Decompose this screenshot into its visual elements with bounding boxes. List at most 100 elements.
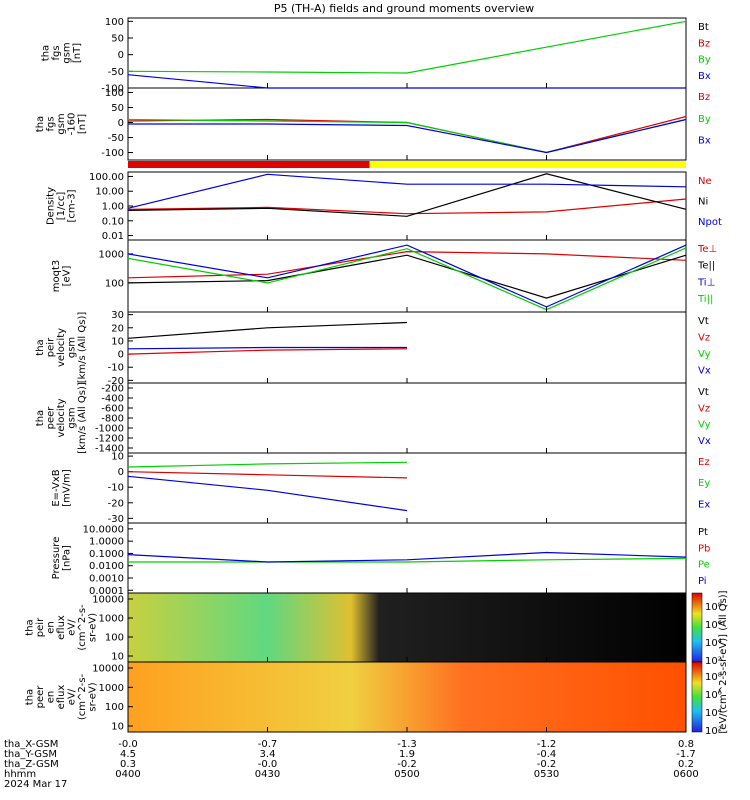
- x-axis-row-label: tha_Y-GSM: [4, 749, 57, 760]
- legend-entry: Ey: [698, 478, 710, 489]
- x-axis-value: -0.0: [118, 739, 138, 750]
- y-tick-label: -50: [108, 67, 124, 78]
- legend-entry: Ne: [698, 176, 712, 187]
- colorbar-strip: [691, 592, 703, 663]
- y-tick-label: 1000: [99, 683, 124, 694]
- y-tick-label: -50: [108, 133, 124, 144]
- panel-label: gsm: [67, 407, 78, 428]
- legend-entry: Vy: [698, 349, 711, 360]
- x-axis-row-label: tha_Z-GSM: [4, 759, 59, 770]
- panel-label: [mV/m]: [61, 469, 72, 507]
- legend-entry: Vy: [698, 420, 711, 431]
- legend-entry: Bx: [698, 136, 711, 147]
- x-axis-value: 1.9: [399, 749, 415, 760]
- y-tick-label: 10.00: [95, 187, 124, 198]
- series-pressure-Pe: [128, 557, 687, 563]
- panel-label: Pressure: [51, 537, 62, 580]
- panel-label: tha: [35, 116, 46, 132]
- legend-entry: Te⊥: [697, 244, 717, 255]
- panel-label: (cm^2-s-: [77, 673, 88, 720]
- legend-entry: Ni: [698, 197, 708, 208]
- x-axis-value: 0500: [394, 769, 419, 780]
- y-tick-label: 1000: [99, 614, 124, 625]
- series-density-Ni: [127, 173, 687, 217]
- x-axis-value: -0.4: [537, 749, 557, 760]
- y-tick-label: -400: [101, 394, 124, 405]
- x-axis-value: -1.7: [676, 749, 696, 760]
- panel-frame: [127, 452, 687, 524]
- legend-entry: Ti||: [697, 294, 713, 305]
- y-tick-label: 20: [111, 323, 124, 334]
- y-tick-label: -600: [101, 404, 124, 415]
- panel-label: moqt3: [51, 260, 62, 293]
- panel-label: [km/s (All Qs)]: [77, 312, 88, 384]
- y-tick-label: 10: [111, 722, 124, 733]
- series-efield-Ey: [127, 461, 408, 468]
- y-tick-label: 0.10: [102, 216, 124, 227]
- y-tick-label: 100: [105, 88, 124, 99]
- y-tick-label: 100.00: [89, 172, 124, 183]
- x-axis-value: 0600: [673, 769, 698, 780]
- y-tick-label: 10.0000: [83, 524, 124, 535]
- y-tick-label: -10: [108, 363, 124, 374]
- colorbar-tick: 10⁴: [705, 708, 722, 719]
- y-tick-label: 0: [118, 50, 124, 61]
- y-tick-label: -1200: [95, 434, 124, 445]
- panel-label: tha: [35, 410, 46, 426]
- colorbar: 10⁸ 10⁶ 10⁴ 10² 10⁸ 10⁶ 10⁴ 10²[eV/(cm^2-s-sr-e…: [691, 590, 729, 737]
- x-axis-date: 2024 Mar 17: [4, 779, 67, 790]
- x-axis-value: -0.2: [537, 759, 557, 770]
- legend-entry: Ez: [698, 457, 710, 468]
- panel-label: tha: [25, 689, 36, 705]
- panel-label: en: [46, 691, 57, 704]
- panel-label: tha: [25, 619, 36, 635]
- panel-label: E=-VxB: [51, 469, 62, 506]
- y-tick-label: 0: [118, 467, 124, 478]
- legend-entry: Vt: [698, 387, 709, 398]
- panel-frame: [127, 382, 687, 454]
- series-efield-Ez: [127, 471, 408, 479]
- x-axis-value: 4.5: [120, 749, 136, 760]
- colorbar-tick: 10⁶: [705, 620, 722, 631]
- y-tick-label: 10000: [92, 664, 124, 675]
- panel-label: eflux: [56, 685, 67, 710]
- series-density-Npot: [127, 173, 687, 209]
- panel-label: en: [46, 621, 57, 634]
- colorbar-tick: 10⁶: [705, 690, 722, 701]
- panel-label: eV/: [67, 688, 78, 705]
- legend-entry: Bz: [698, 38, 710, 49]
- y-tick-label: 100: [105, 17, 124, 28]
- y-tick-label: -1000: [95, 424, 124, 435]
- y-tick-label: -1400: [95, 444, 124, 455]
- legend-entry: Pi: [698, 576, 707, 587]
- x-axis-value: 0400: [115, 769, 140, 780]
- y-tick-label: 1000: [99, 249, 124, 260]
- panel-label: [cm-3]: [67, 189, 78, 222]
- legend-entry: Npot: [698, 217, 722, 228]
- panel-label: [nT]: [77, 114, 88, 134]
- y-tick-label: -200: [101, 384, 124, 395]
- x-axis-value: 0.8: [678, 739, 694, 750]
- y-tick-label: 50: [111, 34, 124, 45]
- y-tick-label: 0: [118, 350, 124, 361]
- x-axis-value: 0.3: [120, 759, 136, 770]
- y-tick-label: 100: [105, 278, 124, 289]
- y-tick-label: -10: [108, 483, 124, 494]
- y-tick-label: 10: [111, 336, 124, 347]
- panel-label: peir: [46, 337, 57, 357]
- y-tick-label: 10: [111, 652, 124, 663]
- panel-label: gsm: [61, 42, 72, 63]
- legend-entry: Pe: [698, 560, 710, 571]
- spectrogram-image: [128, 662, 686, 732]
- x-axis-value: -0.7: [258, 739, 278, 750]
- series-efield-Ex: [127, 475, 408, 512]
- y-tick-label: -30: [108, 514, 124, 525]
- series-temp-Te||: [127, 254, 687, 299]
- y-tick-label: 1.0000: [89, 537, 124, 548]
- legend-entry: Vx: [698, 366, 711, 377]
- legend-entry: By: [698, 114, 711, 125]
- panel-frame: [127, 171, 687, 241]
- x-axis-row-label: tha_X-GSM: [4, 739, 58, 750]
- legend-entry: Pb: [698, 543, 710, 554]
